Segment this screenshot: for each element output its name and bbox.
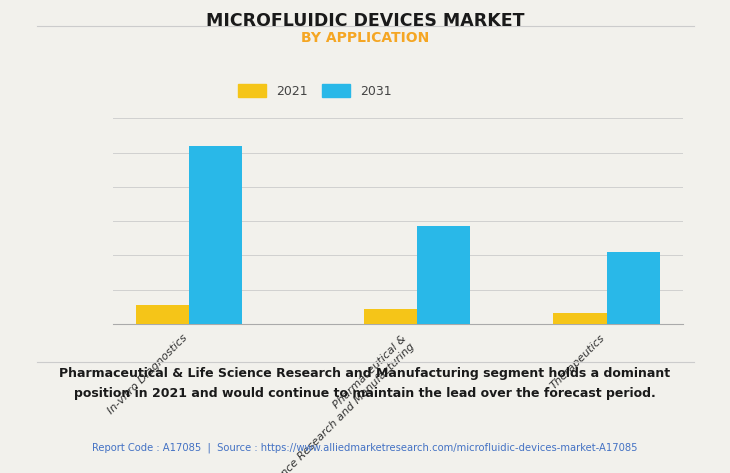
Bar xyxy=(553,313,607,324)
Bar xyxy=(417,226,470,324)
Bar xyxy=(607,252,660,324)
Bar xyxy=(364,308,417,324)
Text: BY APPLICATION: BY APPLICATION xyxy=(301,31,429,45)
Bar xyxy=(189,146,242,324)
Text: MICROFLUIDIC DEVICES MARKET: MICROFLUIDIC DEVICES MARKET xyxy=(206,12,524,30)
Bar xyxy=(136,305,189,324)
Text: Report Code : A17085  |  Source : https://www.alliedmarketresearch.com/microflui: Report Code : A17085 | Source : https://… xyxy=(92,442,638,453)
Text: Pharmaceutical & Life Science Research and Manufacturing segment holds a dominan: Pharmaceutical & Life Science Research a… xyxy=(59,367,671,400)
Legend: 2021, 2031: 2021, 2031 xyxy=(234,79,396,103)
